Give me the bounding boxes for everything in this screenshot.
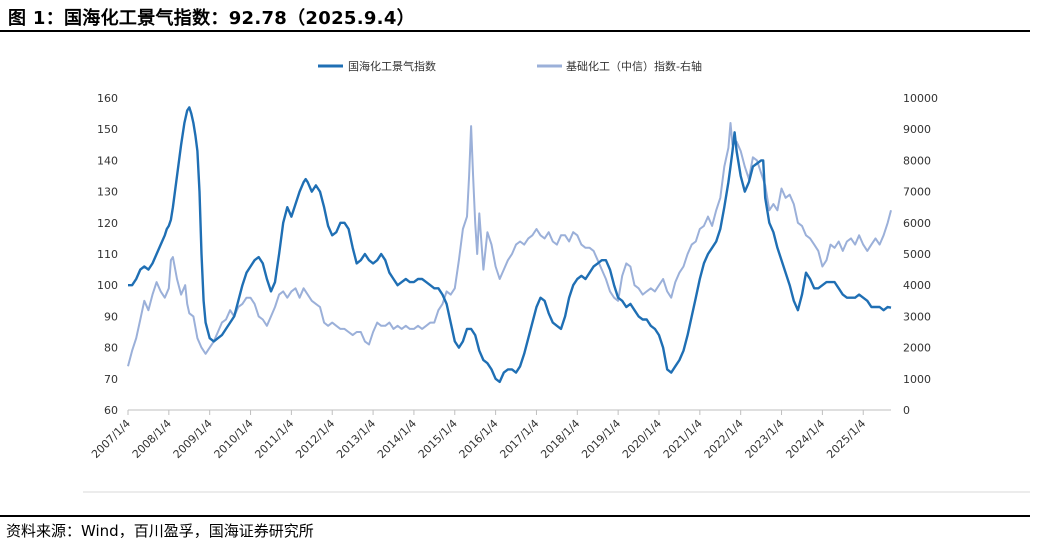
chart-title: 图 1：国海化工景气指数：92.78（2025.9.4） bbox=[8, 8, 415, 29]
axes: 60 70 80 90 100 110 120 130 140 150 160 0 1000 2000 30… bbox=[89, 92, 938, 461]
x-tick-label: 2012/1/4 bbox=[293, 417, 337, 461]
title-divider bbox=[0, 30, 1030, 32]
legend-label-series-1: 国海化工景气指数 bbox=[348, 59, 436, 73]
y-left-tick-label: 70 bbox=[104, 373, 118, 386]
y-right-tick-label: 1000 bbox=[903, 373, 931, 386]
x-tick-label: 2014/1/4 bbox=[375, 417, 419, 461]
series-line-basic-chemical-index bbox=[127, 122, 892, 367]
x-tick-label: 2008/1/4 bbox=[130, 417, 174, 461]
x-tick-label: 2015/1/4 bbox=[416, 417, 460, 461]
x-tick-label: 2013/1/4 bbox=[334, 417, 378, 461]
legend: 国海化工景气指数 基础化工（中信）指数-右轴 bbox=[318, 59, 702, 73]
footer-divider bbox=[0, 515, 1030, 517]
x-tick-label: 2020/1/4 bbox=[620, 417, 664, 461]
legend-label-series-2: 基础化工（中信）指数-右轴 bbox=[566, 59, 702, 73]
y-right-tick-label: 2000 bbox=[903, 342, 931, 355]
y-right-tick-label: 6000 bbox=[903, 217, 931, 230]
y-left-tick-label: 90 bbox=[104, 310, 118, 323]
y-right-tick-label: 0 bbox=[903, 404, 910, 417]
y-right-tick-label: 8000 bbox=[903, 154, 931, 167]
source-note: 资料来源：Wind，百川盈孚，国海证券研究所 bbox=[6, 522, 314, 540]
y-left-tick-label: 100 bbox=[97, 279, 118, 292]
x-tick-label: 2022/1/4 bbox=[702, 417, 746, 461]
y-left-tick-label: 80 bbox=[104, 342, 118, 355]
x-tick-label: 2023/1/4 bbox=[743, 417, 787, 461]
y-left-tick-label: 60 bbox=[104, 404, 118, 417]
y-right-tick-label: 10000 bbox=[903, 92, 938, 105]
line-chart: 国海化工景气指数 基础化工（中信）指数-右轴 60 70 80 90 100 110 120… bbox=[83, 59, 1030, 493]
x-tick-label: 2011/1/4 bbox=[252, 417, 296, 461]
x-tick-label: 2017/1/4 bbox=[497, 417, 541, 461]
series-layer bbox=[127, 106, 892, 384]
x-tick-label: 2019/1/4 bbox=[579, 417, 623, 461]
y-right-tick-label: 4000 bbox=[903, 279, 931, 292]
y-left-tick-label: 120 bbox=[97, 217, 118, 230]
x-tick-label: 2016/1/4 bbox=[457, 417, 501, 461]
series-line-chemical-index bbox=[128, 106, 892, 384]
x-tick-label: 2007/1/4 bbox=[89, 417, 133, 461]
y-right-tick-label: 3000 bbox=[903, 310, 931, 323]
y-left-tick-label: 140 bbox=[97, 154, 118, 167]
y-right-tick-label: 7000 bbox=[903, 186, 931, 199]
x-tick-label: 2010/1/4 bbox=[212, 417, 256, 461]
x-tick-label: 2018/1/4 bbox=[538, 417, 582, 461]
x-tick-label: 2025/1/4 bbox=[824, 417, 868, 461]
y-right-tick-label: 9000 bbox=[903, 123, 931, 136]
x-tick-label: 2024/1/4 bbox=[783, 417, 827, 461]
x-tick-label: 2021/1/4 bbox=[661, 417, 705, 461]
y-left-tick-label: 130 bbox=[97, 186, 118, 199]
y-right-tick-label: 5000 bbox=[903, 248, 931, 261]
y-left-tick-label: 110 bbox=[97, 248, 118, 261]
y-left-tick-label: 150 bbox=[97, 123, 118, 136]
x-tick-label: 2009/1/4 bbox=[171, 417, 215, 461]
y-left-tick-label: 160 bbox=[97, 92, 118, 105]
